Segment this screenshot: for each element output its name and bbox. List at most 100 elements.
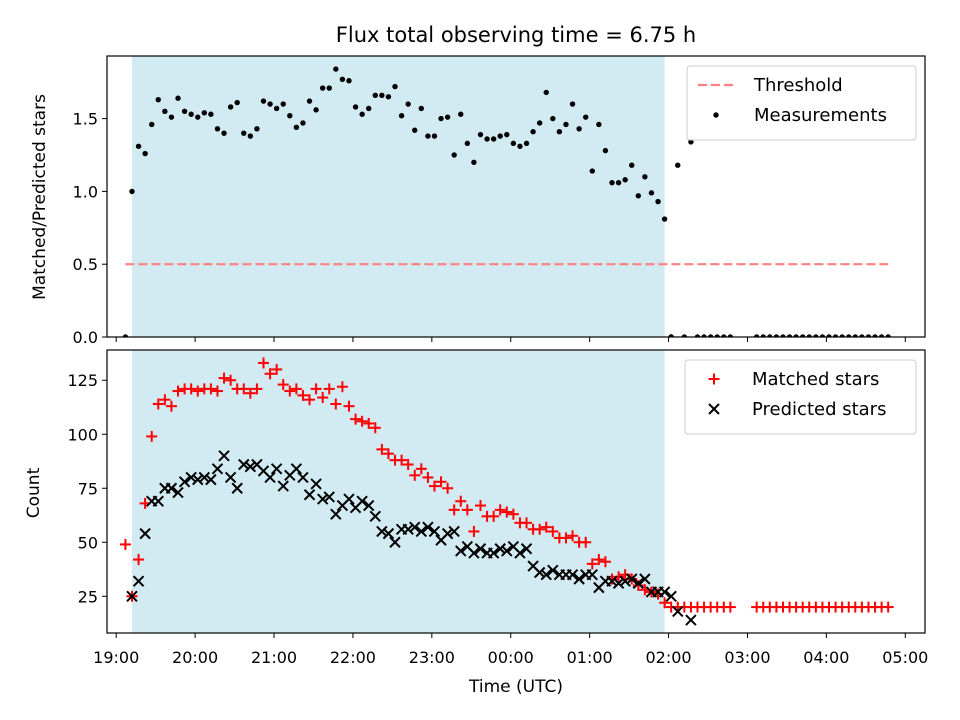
- top-point-0-86: [668, 334, 674, 337]
- top-point-0-43: [405, 101, 411, 107]
- top-point-0-57: [497, 133, 503, 139]
- top-point-0-101: [799, 334, 806, 337]
- bottom-point-0-70: [580, 536, 592, 548]
- bottom-point-1-29-b: [316, 493, 329, 505]
- bottom-point-1-64-b: [547, 564, 559, 577]
- bottom-point-0-48: [435, 476, 447, 488]
- bottom-point-1-26: [297, 471, 309, 484]
- bottom-point-0-27: [297, 389, 309, 401]
- top-point-0-2: [135, 143, 142, 149]
- bottom-point-0-56: [488, 510, 500, 522]
- bottom-ytick-label-4: 125: [67, 371, 98, 390]
- top-point-0-26: [293, 124, 300, 131]
- bottom-point-1-45-b: [422, 521, 434, 533]
- bottom-point-0-0: [119, 538, 131, 550]
- bottom-point-1-56: [494, 543, 506, 555]
- top-point-0-6: [162, 108, 168, 115]
- top-point-0-111: [865, 334, 872, 337]
- top-point-0-52: [464, 140, 471, 147]
- bottom-point-0-19: [244, 387, 256, 399]
- top-point-0-99: [786, 334, 793, 337]
- top-point-0-104: [819, 334, 826, 337]
- bottom-ytick-label-2: 75: [78, 479, 98, 498]
- bottom-point-0-71: [586, 558, 598, 570]
- bottom-legend-box: [684, 359, 917, 435]
- top-point-0-92: [721, 334, 727, 337]
- top-point-0-65: [550, 115, 556, 122]
- bottom-point-0-8: [172, 385, 184, 397]
- bottom-point-0-11: [192, 385, 204, 397]
- bottom-point-0-68: [567, 530, 579, 542]
- bottom-point-1-48: [441, 527, 454, 540]
- bottom-point-1-82-b: [665, 590, 677, 602]
- bottom-point-0-46: [422, 471, 434, 483]
- bottom-point-0-2: [133, 554, 145, 566]
- bottom-point-1-59: [514, 547, 526, 559]
- bottom-point-0-73: [599, 556, 611, 568]
- top-observing-span: [131, 56, 665, 337]
- bottom-point-1-62: [533, 566, 546, 579]
- bottom-point-1-27: [303, 489, 316, 501]
- top-point-0-18: [241, 130, 247, 136]
- bottom-point-1-42-b: [402, 523, 414, 536]
- bottom-point-0-20: [251, 383, 263, 395]
- bottom-point-0-43: [402, 458, 414, 470]
- top-point-0-81: [655, 198, 661, 205]
- bottom-point-1-51-b: [461, 540, 474, 553]
- bottom-point-1-18-b: [244, 460, 257, 473]
- bottom-point-0-34: [343, 400, 355, 412]
- bottom-point-1-50-b: [455, 545, 467, 557]
- top-point-0-76: [622, 177, 628, 183]
- bottom-point-1-17: [238, 458, 250, 471]
- bottom-point-1-48-b: [441, 527, 454, 540]
- bottom-point-1-11: [198, 471, 211, 484]
- bottom-legend-swatch-1-b: [708, 403, 720, 415]
- bottom-point-1-11-b: [198, 471, 211, 484]
- xtick-label-9: 04:00: [803, 648, 849, 667]
- bottom-point-1-74: [612, 577, 625, 590]
- top-point-0-89: [701, 334, 707, 337]
- bottom-point-1-49: [448, 525, 460, 538]
- top-point-0-10: [188, 111, 194, 117]
- bottom-point-1-44: [415, 525, 428, 538]
- bottom-point-1-43: [409, 521, 421, 533]
- bottom-point-1-63-b: [540, 568, 552, 581]
- bottom-point-1-75-b: [619, 575, 631, 587]
- bottom-point-1-30: [323, 491, 335, 503]
- bottom-point-1-10-b: [192, 473, 204, 486]
- bottom-point-1-67-b: [566, 568, 579, 581]
- bottom-point-1-2-b: [139, 527, 151, 540]
- top-point-0-19: [247, 133, 254, 139]
- top-point-0-20: [254, 126, 260, 132]
- top-point-0-48: [438, 115, 444, 122]
- top-point-0-60: [517, 143, 523, 149]
- bottom-point-1-45: [422, 521, 434, 533]
- top-ytick-label-3: 1.5: [73, 110, 98, 129]
- xtick-label-1: 20:00: [172, 648, 218, 667]
- top-point-0-32: [333, 66, 339, 72]
- top-point-0-94: [753, 334, 760, 337]
- bottom-point-1-8: [178, 476, 191, 488]
- bottom-point-1-22-b: [270, 463, 283, 475]
- bottom-point-0-31: [323, 383, 335, 395]
- bottom-panel: 25 50 75 100 125 19:00 20:00 21:00 22:00 23:00 00:…: [67, 349, 928, 667]
- bottom-point-1-31: [330, 508, 342, 520]
- bottom-point-0-39: [376, 443, 388, 455]
- bottom-point-1-6-b: [165, 482, 178, 494]
- top-point-0-91: [714, 334, 720, 337]
- top-legend-label-1: Measurements: [754, 105, 887, 126]
- bottom-point-1-53: [474, 543, 487, 555]
- bottom-observing-span: [131, 350, 665, 633]
- bottom-point-1-75: [619, 575, 631, 587]
- bottom-point-1-46-b: [428, 525, 441, 538]
- top-point-0-36: [359, 111, 365, 117]
- top-point-0-12: [201, 110, 208, 116]
- bottom-point-1-9-b: [185, 471, 197, 484]
- top-point-0-71: [589, 168, 595, 174]
- bottom-series-1: [126, 450, 697, 626]
- bottom-point-1-7: [172, 486, 184, 499]
- top-point-0-30: [319, 85, 326, 91]
- bottom-point-0-40: [382, 448, 394, 460]
- bottom-point-1-81-b: [658, 586, 671, 598]
- top-plot-area: [122, 66, 891, 337]
